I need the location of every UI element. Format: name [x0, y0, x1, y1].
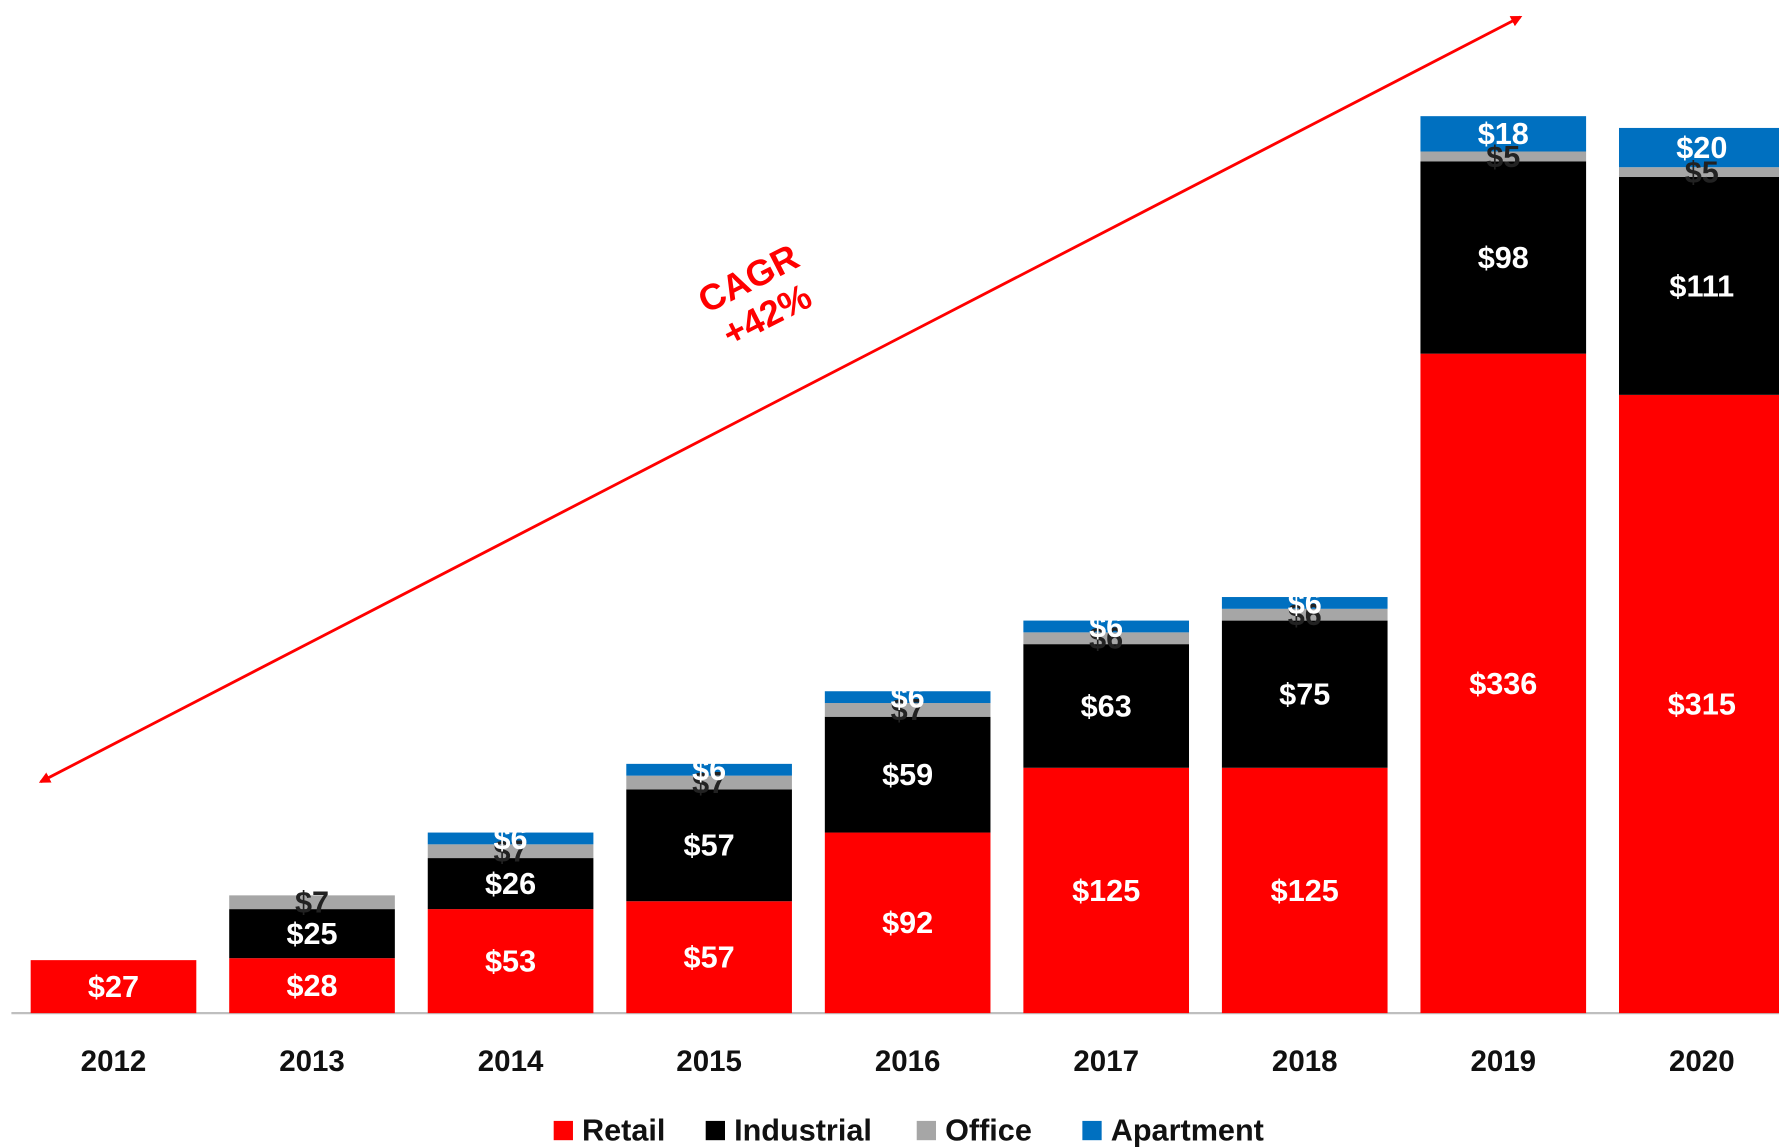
x-tick-label: 2015: [676, 1045, 742, 1078]
bar-segment: [229, 909, 395, 959]
data-label: $6: [1089, 610, 1123, 644]
data-label: $75: [1279, 678, 1330, 712]
data-label: $5: [1685, 155, 1719, 189]
bar-segment: [1420, 353, 1587, 1014]
bar-segment: [1420, 151, 1587, 162]
data-label: $336: [1469, 667, 1537, 701]
data-label: $59: [882, 758, 933, 792]
bar-segment: [824, 691, 991, 704]
bar-segment: [1221, 597, 1388, 609]
data-label: $7: [692, 766, 726, 800]
bar-segment: [626, 901, 792, 1014]
data-label: $125: [1072, 874, 1140, 908]
legend-swatch: [553, 1120, 573, 1141]
bar-segment: [626, 763, 792, 776]
bar-segment: [824, 832, 991, 1014]
x-tick-label: 2014: [478, 1045, 544, 1078]
bar-segment: [427, 844, 594, 859]
bar-segment: [1618, 394, 1779, 1014]
bar-segment: [1023, 767, 1190, 1014]
bar-segment: [1420, 161, 1587, 354]
data-label: $53: [485, 944, 536, 978]
x-tick-label: 2013: [279, 1045, 345, 1078]
x-tick-label: 2020: [1669, 1045, 1735, 1078]
x-tick-label: 2012: [81, 1045, 147, 1078]
bar-segment: [1618, 167, 1779, 178]
legend-swatch: [705, 1120, 725, 1141]
legend-label: Industrial: [734, 1113, 872, 1147]
cagr-arrow: [38, 15, 1523, 783]
bar-segment: [427, 909, 594, 1014]
bar-segment: [1221, 620, 1388, 768]
bar-segment: [30, 960, 197, 1014]
bar-segment: [1221, 608, 1388, 621]
data-label: $7: [891, 693, 925, 727]
bar-segment: [1023, 632, 1190, 645]
bar-segment: [824, 703, 991, 717]
data-label: $6: [692, 753, 726, 787]
bar-segment: [1023, 620, 1190, 633]
bar-segment: [229, 958, 395, 1014]
data-label: $27: [88, 970, 139, 1004]
bar-segment: [427, 858, 594, 910]
x-tick-label: 2018: [1272, 1045, 1338, 1078]
data-label: $7: [295, 886, 329, 920]
x-tick-label: 2016: [875, 1045, 941, 1078]
data-label: $6: [494, 822, 528, 856]
data-label: $7: [494, 835, 528, 869]
bar-segment: [1420, 116, 1587, 152]
data-label: $57: [684, 941, 735, 975]
data-label: $18: [1478, 117, 1529, 151]
data-label: $26: [485, 867, 536, 901]
x-tick-label: 2019: [1470, 1045, 1536, 1078]
bar-segment: [626, 775, 792, 790]
legend-swatch: [916, 1120, 937, 1141]
data-label: $98: [1478, 241, 1529, 275]
data-label: $6: [1288, 598, 1322, 632]
data-label: $125: [1271, 874, 1339, 908]
bar-segment: [1221, 767, 1388, 1014]
data-label: $111: [1669, 269, 1734, 303]
bar-segment: [626, 789, 792, 902]
bar-segment: [427, 832, 594, 845]
data-label: $63: [1081, 689, 1132, 723]
bar-segment: [824, 716, 991, 833]
legend-label: Apartment: [1111, 1113, 1264, 1147]
bar-segment: [1023, 644, 1190, 768]
data-label: $6: [1288, 586, 1322, 620]
bar-segment: [1618, 127, 1779, 168]
data-label: $6: [1089, 622, 1123, 656]
legend-swatch: [1082, 1120, 1102, 1141]
data-label: $315: [1668, 687, 1736, 721]
data-label: $5: [1486, 140, 1520, 174]
data-label: $57: [684, 829, 735, 863]
bar-segment: [229, 895, 395, 910]
cagr-annotation: CAGR +42%: [691, 236, 818, 354]
legend-label: Office: [945, 1113, 1032, 1147]
data-label: $6: [891, 680, 925, 714]
data-label: $28: [286, 969, 337, 1003]
legend-label: Retail: [582, 1113, 665, 1147]
x-tick-label: 2017: [1073, 1045, 1139, 1078]
bar-segment: [1618, 177, 1779, 395]
data-label: $25: [286, 917, 337, 951]
data-label: $20: [1676, 131, 1727, 165]
data-label: $92: [882, 906, 933, 940]
